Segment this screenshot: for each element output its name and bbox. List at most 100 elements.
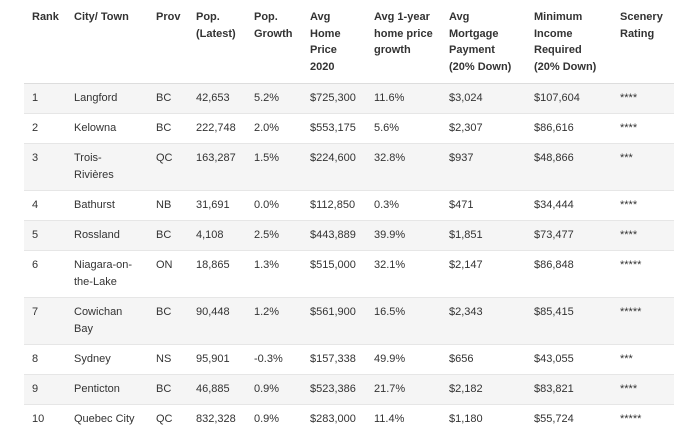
cell-pop-growth: 1.2% — [246, 298, 302, 345]
cell-price-growth: 39.9% — [366, 221, 441, 251]
cell-home-price: $561,900 — [302, 298, 366, 345]
table-row: 8 Sydney NS 95,901 -0.3% $157,338 49.9% … — [24, 345, 674, 375]
cell-city: Bathurst — [66, 191, 148, 221]
cell-home-price: $443,889 — [302, 221, 366, 251]
cell-price-growth: 32.1% — [366, 251, 441, 298]
cell-min-income: $86,848 — [526, 251, 612, 298]
header-min-income: Minimum Income Required (20% Down) — [526, 0, 612, 84]
cell-prov: BC — [148, 114, 188, 144]
cell-home-price: $157,338 — [302, 345, 366, 375]
cell-rank: 7 — [24, 298, 66, 345]
cell-prov: NS — [148, 345, 188, 375]
cell-pop: 95,901 — [188, 345, 246, 375]
cell-mortgage: $1,851 — [441, 221, 526, 251]
cell-mortgage: $2,147 — [441, 251, 526, 298]
cell-price-growth: 21.7% — [366, 375, 441, 405]
cell-pop-growth: 1.3% — [246, 251, 302, 298]
cell-scenery: **** — [612, 221, 674, 251]
cell-price-growth: 16.5% — [366, 298, 441, 345]
header-rank: Rank — [24, 0, 66, 84]
cell-city: Niagara-on-the-Lake — [66, 251, 148, 298]
cell-mortgage: $471 — [441, 191, 526, 221]
city-ranking-table: Rank City/ Town Prov Pop. (Latest) Pop. … — [24, 0, 674, 434]
cell-city: Rossland — [66, 221, 148, 251]
cell-scenery: *** — [612, 345, 674, 375]
cell-city: Kelowna — [66, 114, 148, 144]
cell-rank: 6 — [24, 251, 66, 298]
cell-scenery: **** — [612, 84, 674, 114]
cell-pop-growth: 1.5% — [246, 144, 302, 191]
cell-scenery: **** — [612, 191, 674, 221]
cell-pop: 18,865 — [188, 251, 246, 298]
cell-rank: 4 — [24, 191, 66, 221]
cell-prov: QC — [148, 405, 188, 434]
cell-prov: BC — [148, 84, 188, 114]
cell-prov: ON — [148, 251, 188, 298]
cell-pop: 46,885 — [188, 375, 246, 405]
cell-pop-growth: -0.3% — [246, 345, 302, 375]
cell-mortgage: $937 — [441, 144, 526, 191]
cell-city: Cowichan Bay — [66, 298, 148, 345]
table-row: 5 Rossland BC 4,108 2.5% $443,889 39.9% … — [24, 221, 674, 251]
cell-pop-growth: 5.2% — [246, 84, 302, 114]
cell-prov: BC — [148, 298, 188, 345]
cell-min-income: $43,055 — [526, 345, 612, 375]
cell-scenery: **** — [612, 114, 674, 144]
cell-home-price: $112,850 — [302, 191, 366, 221]
cell-scenery: ***** — [612, 405, 674, 434]
table-row: 2 Kelowna BC 222,748 2.0% $553,175 5.6% … — [24, 114, 674, 144]
header-prov: Prov — [148, 0, 188, 84]
cell-pop-growth: 0.0% — [246, 191, 302, 221]
header-price-growth: Avg 1-year home price growth — [366, 0, 441, 84]
cell-min-income: $73,477 — [526, 221, 612, 251]
cell-pop: 31,691 — [188, 191, 246, 221]
table-row: 9 Penticton BC 46,885 0.9% $523,386 21.7… — [24, 375, 674, 405]
cell-city: Quebec City — [66, 405, 148, 434]
cell-home-price: $523,386 — [302, 375, 366, 405]
cell-rank: 8 — [24, 345, 66, 375]
table-row: 10 Quebec City QC 832,328 0.9% $283,000 … — [24, 405, 674, 434]
cell-min-income: $48,866 — [526, 144, 612, 191]
cell-prov: NB — [148, 191, 188, 221]
cell-pop: 832,328 — [188, 405, 246, 434]
cell-min-income: $86,616 — [526, 114, 612, 144]
table-row: 1 Langford BC 42,653 5.2% $725,300 11.6%… — [24, 84, 674, 114]
cell-prov: QC — [148, 144, 188, 191]
cell-pop-growth: 2.0% — [246, 114, 302, 144]
cell-pop: 42,653 — [188, 84, 246, 114]
cell-price-growth: 5.6% — [366, 114, 441, 144]
cell-prov: BC — [148, 221, 188, 251]
cell-rank: 9 — [24, 375, 66, 405]
cell-min-income: $83,821 — [526, 375, 612, 405]
cell-scenery: *** — [612, 144, 674, 191]
cell-scenery: ***** — [612, 298, 674, 345]
cell-price-growth: 11.6% — [366, 84, 441, 114]
cell-mortgage: $2,307 — [441, 114, 526, 144]
cell-pop: 222,748 — [188, 114, 246, 144]
header-row: Rank City/ Town Prov Pop. (Latest) Pop. … — [24, 0, 674, 84]
cell-home-price: $224,600 — [302, 144, 366, 191]
table-row: 3 Trois-Rivières QC 163,287 1.5% $224,60… — [24, 144, 674, 191]
table-row: 7 Cowichan Bay BC 90,448 1.2% $561,900 1… — [24, 298, 674, 345]
cell-rank: 5 — [24, 221, 66, 251]
header-avg-home-price: Avg Home Price 2020 — [302, 0, 366, 84]
cell-pop-growth: 0.9% — [246, 405, 302, 434]
cell-home-price: $553,175 — [302, 114, 366, 144]
cell-pop: 90,448 — [188, 298, 246, 345]
cell-mortgage: $3,024 — [441, 84, 526, 114]
cell-mortgage: $2,343 — [441, 298, 526, 345]
cell-home-price: $515,000 — [302, 251, 366, 298]
cell-pop-growth: 0.9% — [246, 375, 302, 405]
cell-price-growth: 11.4% — [366, 405, 441, 434]
cell-scenery: **** — [612, 375, 674, 405]
table-row: 4 Bathurst NB 31,691 0.0% $112,850 0.3% … — [24, 191, 674, 221]
cell-pop-growth: 2.5% — [246, 221, 302, 251]
cell-min-income: $85,415 — [526, 298, 612, 345]
cell-min-income: $107,604 — [526, 84, 612, 114]
cell-mortgage: $656 — [441, 345, 526, 375]
cell-price-growth: 49.9% — [366, 345, 441, 375]
cell-prov: BC — [148, 375, 188, 405]
cell-min-income: $34,444 — [526, 191, 612, 221]
cell-home-price: $283,000 — [302, 405, 366, 434]
